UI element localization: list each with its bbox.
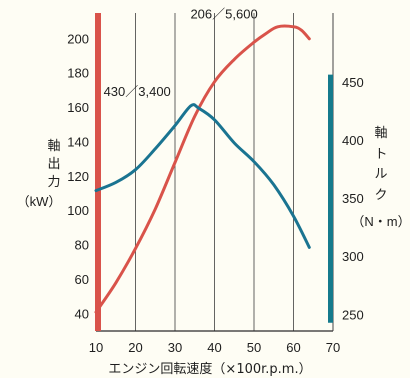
x-tick-50: 50	[247, 340, 261, 355]
y-left-tick-180: 180	[67, 66, 89, 81]
right-axis-title-char-4: ク	[374, 188, 387, 203]
left-axis-unit: （kW）	[17, 194, 62, 209]
labels: 40 60 80 100 120 140 160 180 200 250 300 350 400 450 1…	[67, 6, 363, 355]
y-left-tick-40: 40	[75, 306, 89, 321]
annotation-1: 206／5,600	[190, 6, 257, 21]
x-tick-40: 40	[207, 340, 221, 355]
left-axis-bar	[95, 13, 101, 331]
y-left-tick-60: 60	[75, 272, 89, 287]
y-right-tick-250: 250	[342, 307, 364, 322]
x-tick-60: 60	[286, 340, 300, 355]
x-tick-10: 10	[89, 340, 103, 355]
y-left-tick-80: 80	[75, 238, 89, 253]
x-axis-title: エンジン回転速度（×100r.p.m.）	[108, 361, 311, 377]
y-right-tick-400: 400	[342, 133, 364, 148]
series-line-torque	[94, 103, 311, 249]
x-tick-70: 70	[326, 340, 340, 355]
x-axis-label-unit: （×100r.p.m.）	[212, 362, 311, 377]
right-axis-title-char-2: ト	[374, 147, 387, 162]
right-axis-unit: （N・m）	[351, 214, 410, 229]
left-axis-title-char-3: 力	[47, 175, 60, 190]
left-axis-title: 軸 出 力 （kW）	[17, 139, 62, 209]
x-axis-label: エンジン回転速度（×100r.p.m.）	[108, 361, 311, 377]
right-axis-title-char-3: ル	[374, 167, 387, 182]
y-right-tick-350: 350	[342, 191, 364, 206]
y-left-tick-100: 100	[67, 203, 89, 218]
axes	[95, 13, 334, 332]
x-axis-label-text: エンジン回転速度	[108, 361, 212, 377]
series	[94, 24, 311, 314]
y-left-tick-160: 160	[67, 100, 89, 115]
right-axis-title-char-1: 軸	[374, 126, 387, 141]
x-tick-20: 20	[128, 340, 142, 355]
y-left-tick-140: 140	[67, 134, 89, 149]
x-tick-30: 30	[168, 340, 182, 355]
left-axis-title-char-2: 出	[47, 157, 60, 172]
series-line-power	[94, 24, 311, 314]
y-left-tick-200: 200	[67, 31, 89, 46]
y-right-tick-450: 450	[342, 75, 364, 90]
left-axis-title-char-1: 軸	[47, 139, 60, 154]
y-right-tick-300: 300	[342, 249, 364, 264]
right-axis-bar	[328, 74, 333, 323]
annotation-2: 430／3,400	[104, 84, 171, 99]
y-left-tick-120: 120	[67, 169, 89, 184]
right-axis-title: 軸 ト ル ク （N・m）	[351, 126, 410, 229]
